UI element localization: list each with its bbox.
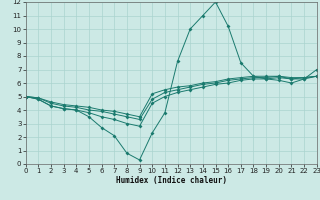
X-axis label: Humidex (Indice chaleur): Humidex (Indice chaleur) xyxy=(116,176,227,185)
